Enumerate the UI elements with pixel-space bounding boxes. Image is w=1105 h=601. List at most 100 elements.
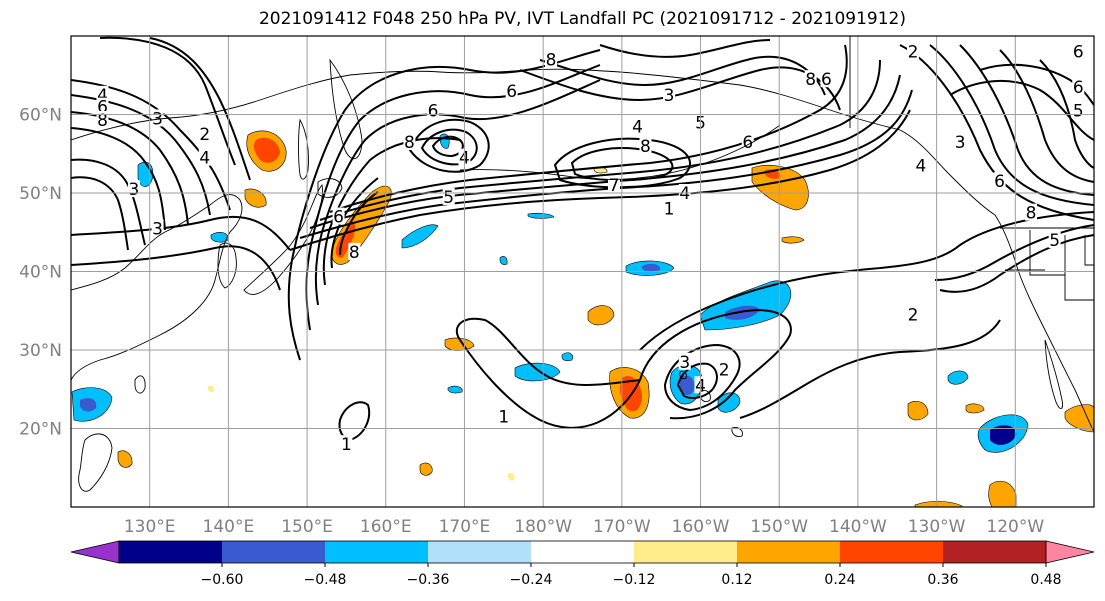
contour-label-background bbox=[993, 172, 1006, 190]
pv-contour-line bbox=[289, 109, 911, 251]
negative-anomaly-region bbox=[137, 161, 154, 187]
latitude-tick-label: 40°N bbox=[19, 263, 62, 283]
pv-contour-line bbox=[455, 317, 641, 429]
pv-contour-line bbox=[899, 44, 1094, 221]
longitude-tick-label: 150°W bbox=[750, 517, 808, 537]
pv-contour-line bbox=[329, 44, 848, 213]
north-america-coastline bbox=[994, 214, 1094, 433]
contour-label-background bbox=[1048, 231, 1061, 249]
pv-contour-line bbox=[71, 245, 281, 291]
pv-contour-line bbox=[929, 44, 1094, 206]
negative-anomaly-region bbox=[642, 263, 661, 272]
contour-label-background bbox=[96, 110, 109, 128]
contour-label: 4 bbox=[97, 86, 108, 106]
contour-label-background bbox=[741, 132, 754, 150]
pv-contour-line bbox=[319, 59, 881, 221]
contour-label-background bbox=[505, 81, 518, 99]
contour-label: 8 bbox=[97, 111, 108, 131]
contour-label: 6 bbox=[506, 82, 517, 102]
colorbar-segment bbox=[634, 541, 738, 563]
longitude-tick-label: 170°E bbox=[439, 517, 491, 537]
pv-contour-line bbox=[71, 111, 189, 226]
contour-label-background bbox=[151, 219, 164, 237]
contour-label: 4 bbox=[632, 117, 643, 137]
positive-anomaly-region bbox=[419, 462, 433, 476]
contour-label-background bbox=[718, 360, 731, 378]
contour-label-background bbox=[804, 70, 817, 88]
contour-label: 8 bbox=[546, 51, 557, 71]
pv-contour-line bbox=[639, 211, 1094, 351]
colorbar-outline bbox=[118, 540, 1047, 564]
negative-anomaly-region bbox=[725, 305, 760, 320]
negative-anomaly-region bbox=[990, 425, 1017, 445]
japan-islands bbox=[243, 183, 323, 295]
colorbar-tick-label: −0.24 bbox=[510, 572, 553, 588]
baja-california bbox=[1044, 339, 1063, 409]
contour-label: 2 bbox=[719, 361, 730, 381]
pv-contour-line bbox=[71, 176, 129, 251]
positive-anomaly-region bbox=[914, 501, 963, 507]
colorbar-tick-label: −0.36 bbox=[407, 572, 450, 588]
contour-label: 6 bbox=[821, 70, 832, 90]
longitude-tick-label: 150°E bbox=[281, 517, 333, 537]
contour-label: 7 bbox=[609, 176, 620, 196]
contour-label: 8 bbox=[640, 137, 651, 157]
positive-anomaly-region bbox=[907, 401, 929, 421]
contour-label-background bbox=[907, 42, 920, 60]
pv-contour-line bbox=[71, 127, 166, 231]
positive-anomaly-region bbox=[244, 188, 267, 208]
contour-label: 6 bbox=[1073, 43, 1084, 63]
contour-label: 2 bbox=[908, 43, 919, 63]
contour-label: 1 bbox=[341, 435, 352, 455]
colorbar-segment bbox=[428, 541, 532, 563]
contour-label: 8 bbox=[349, 243, 360, 263]
colorbar-tick-label: 0.12 bbox=[721, 572, 752, 588]
pv-contour-line bbox=[338, 401, 370, 442]
contour-label: 3 bbox=[955, 133, 966, 153]
negative-anomaly-region bbox=[680, 375, 695, 396]
contour-label-background bbox=[820, 70, 833, 88]
pv-contour-line bbox=[71, 79, 231, 211]
positive-anomaly-region bbox=[587, 305, 615, 326]
map-title: 2021091412 F048 250 hPa PV, IVT Landfall… bbox=[258, 9, 906, 29]
latitude-tick-label: 30°N bbox=[19, 341, 62, 361]
latitude-tick-label: 20°N bbox=[19, 420, 62, 440]
colorbar-segment bbox=[222, 541, 326, 563]
pv-contour-line bbox=[149, 37, 251, 181]
contour-label-background bbox=[340, 435, 353, 453]
coastlines bbox=[71, 36, 1094, 492]
pv-contour-line bbox=[287, 49, 601, 361]
contour-label: 3 bbox=[129, 180, 140, 200]
aleutian-islands bbox=[459, 124, 781, 180]
positive-anomaly-region bbox=[117, 450, 133, 468]
longitude-tick-label: 120°W bbox=[986, 517, 1044, 537]
negative-anomaly-region bbox=[401, 224, 439, 249]
contour-label-background bbox=[907, 305, 920, 323]
positive-anomaly-region bbox=[207, 385, 215, 393]
pv-contour-line bbox=[1039, 59, 1094, 169]
hokkaido bbox=[317, 178, 343, 198]
longitude-tick-label: 130°W bbox=[908, 517, 966, 537]
contour-label: 8 bbox=[404, 133, 415, 153]
positive-anomaly-region bbox=[507, 472, 515, 481]
contour-label: 8 bbox=[1026, 204, 1037, 224]
colorbar-tick-label: −0.12 bbox=[613, 572, 656, 588]
pv-contour-line bbox=[934, 224, 1094, 281]
pv-contours bbox=[71, 36, 1094, 442]
pv-contour-line bbox=[599, 39, 771, 58]
contour-label: 3 bbox=[152, 219, 163, 239]
latitude-tick-label: 60°N bbox=[19, 106, 62, 126]
latitude-labels: 20°N 30°N 40°N 50°N 60°N bbox=[19, 106, 62, 440]
colorbar-segment bbox=[531, 541, 635, 563]
colorbar-tick-label: −0.48 bbox=[304, 572, 347, 588]
contour-label: 1 bbox=[664, 200, 675, 220]
pv-contour-line bbox=[639, 309, 792, 420]
colorbar-extend-high bbox=[1045, 540, 1095, 564]
colorbar-tick-label: 0.24 bbox=[824, 572, 855, 588]
contour-label-background bbox=[96, 97, 109, 115]
positive-anomaly-region bbox=[253, 137, 280, 163]
longitude-tick-label: 160°W bbox=[672, 517, 730, 537]
longitude-tick-label: 170°W bbox=[593, 517, 651, 537]
contour-label: 6 bbox=[1073, 78, 1084, 98]
contour-label-background bbox=[497, 407, 510, 425]
